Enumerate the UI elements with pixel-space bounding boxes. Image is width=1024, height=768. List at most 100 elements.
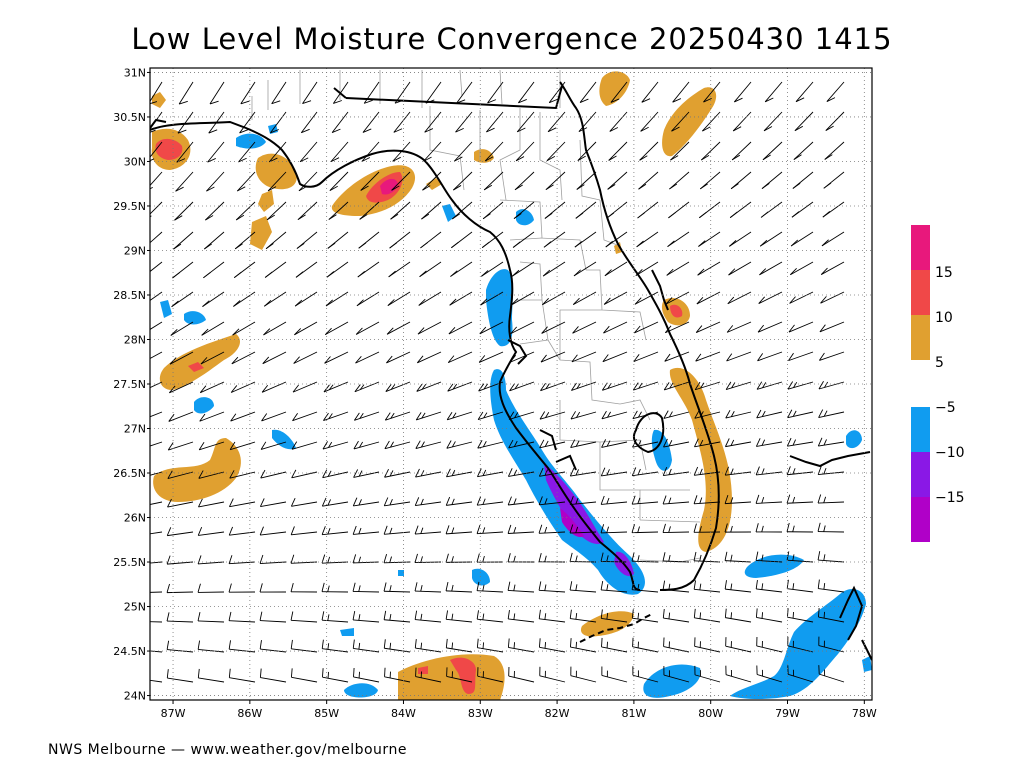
- wind-barb-feather: [607, 184, 616, 190]
- wind-barb-feather: [601, 439, 607, 448]
- wind-barb-staff: [477, 531, 504, 535]
- wind-barb-staff: [639, 141, 659, 161]
- wind-barb-staff: [229, 501, 256, 508]
- wind-barb-feather: [606, 212, 615, 219]
- wind-barb-staff: [725, 411, 752, 419]
- wind-barb-feather: [174, 215, 183, 221]
- wind-barb-feather: [352, 639, 355, 649]
- wind-barb-staff: [150, 201, 163, 215]
- wind-barb-feather: [600, 495, 605, 505]
- wind-barb-staff: [230, 441, 256, 451]
- wind-barb-staff: [206, 171, 225, 192]
- wind-barb-feather: [228, 611, 232, 621]
- wind-barb-feather: [603, 297, 611, 305]
- wind-barb-staff: [694, 645, 721, 653]
- wind-barb-staff: [150, 531, 163, 535]
- wind-barb-feather: [259, 668, 262, 678]
- convergence-core: [670, 304, 683, 318]
- wind-barb-staff: [695, 381, 721, 391]
- convergence-area: [153, 438, 241, 502]
- wind-barb-feather: [703, 97, 712, 103]
- wind-barb-staff: [790, 261, 814, 276]
- wind-barb-staff: [450, 261, 473, 277]
- wind-barb-feather: [384, 440, 390, 449]
- wind-barb-feather: [511, 269, 520, 277]
- wind-barb-feather: [603, 325, 610, 334]
- wind-barb-feather: [575, 440, 580, 447]
- wind-barb-feather: [761, 554, 764, 561]
- wind-barb-feather: [758, 296, 766, 304]
- wind-barb-staff: [726, 351, 752, 362]
- wind-barb-staff: [150, 231, 163, 244]
- lat-tick-label: 31N: [124, 66, 146, 79]
- wind-barb-staff: [484, 141, 504, 162]
- wind-barb-feather: [607, 411, 612, 418]
- wind-barb-feather: [327, 242, 336, 249]
- wind-barb-feather: [696, 296, 704, 305]
- wind-barb-feather: [358, 527, 362, 535]
- wind-barb-feather: [150, 101, 158, 105]
- wind-barb-feather: [606, 440, 611, 447]
- longitude-labels: 87W 86W 85W 84W 83W 82W 81W 80W 79W 78W: [161, 700, 877, 720]
- wind-barb-staff: [818, 501, 845, 504]
- wind-barb-staff: [268, 141, 287, 163]
- wind-barb-staff: [205, 201, 225, 221]
- coastline: [150, 81, 872, 661]
- wind-barb-staff: [758, 291, 783, 304]
- wind-barb-feather: [538, 496, 543, 505]
- wind-barb-staff: [322, 561, 349, 564]
- wind-barb-feather: [383, 525, 388, 535]
- wind-barb-feather: [358, 614, 361, 621]
- wind-barb-feather: [197, 640, 201, 650]
- wind-barb-staff: [694, 674, 721, 683]
- wind-barb-feather: [508, 439, 514, 449]
- wind-barb-feather: [761, 410, 766, 417]
- wind-barb-staff: [384, 441, 411, 450]
- wind-barb-feather: [445, 610, 449, 620]
- wind-barb-feather: [325, 299, 333, 307]
- wind-barb-staff: [663, 441, 690, 448]
- wind-barb-feather: [328, 413, 333, 419]
- wind-barb-feather: [353, 469, 359, 478]
- wind-barb-feather: [663, 410, 669, 419]
- wind-barb-staff: [516, 111, 535, 133]
- wind-barb-staff: [422, 171, 442, 191]
- wind-barb-staff: [573, 291, 597, 306]
- wind-barb-feather: [665, 297, 673, 305]
- wind-barb-feather: [790, 267, 797, 276]
- wind-barb-staff: [198, 648, 225, 653]
- wind-barb-staff: [632, 471, 659, 477]
- wind-barb-feather: [549, 98, 558, 104]
- wind-barb-feather: [759, 239, 768, 247]
- wind-barb-feather: [389, 556, 392, 563]
- wind-barb-staff: [478, 381, 504, 392]
- wind-barb-feather: [352, 582, 356, 592]
- wind-barb-feather: [259, 554, 264, 564]
- wind-barb-feather: [509, 383, 516, 392]
- wind-barb-feather: [821, 239, 829, 247]
- wind-barb-feather: [451, 584, 454, 592]
- wind-barb-staff: [726, 321, 752, 333]
- wind-barb-staff: [508, 441, 535, 449]
- lat-tick-label: 26N: [124, 512, 146, 525]
- wind-barb-feather: [137, 499, 141, 507]
- wind-barb-staff: [632, 441, 659, 448]
- wind-barb-staff: [446, 441, 473, 449]
- wind-barb-staff: [328, 201, 349, 220]
- wind-barb-staff: [418, 291, 442, 306]
- wind-barb-feather: [240, 100, 250, 105]
- wind-barb-feather: [264, 271, 273, 278]
- wind-barb-feather: [762, 382, 767, 388]
- wind-barb-feather: [260, 441, 267, 450]
- wind-barb-feather: [451, 527, 455, 534]
- wind-barb-feather: [198, 498, 203, 508]
- wind-barb-feather: [637, 497, 641, 504]
- wind-barb-feather: [228, 583, 232, 593]
- wind-barb-staff: [601, 441, 628, 448]
- wind-barb-feather: [357, 270, 366, 278]
- wind-barb-staff: [477, 501, 504, 506]
- wind-barb-feather: [606, 469, 610, 476]
- wind-barb-feather: [446, 440, 452, 449]
- lat-tick-label: 30.5N: [113, 111, 146, 124]
- wind-barb-feather: [197, 668, 200, 678]
